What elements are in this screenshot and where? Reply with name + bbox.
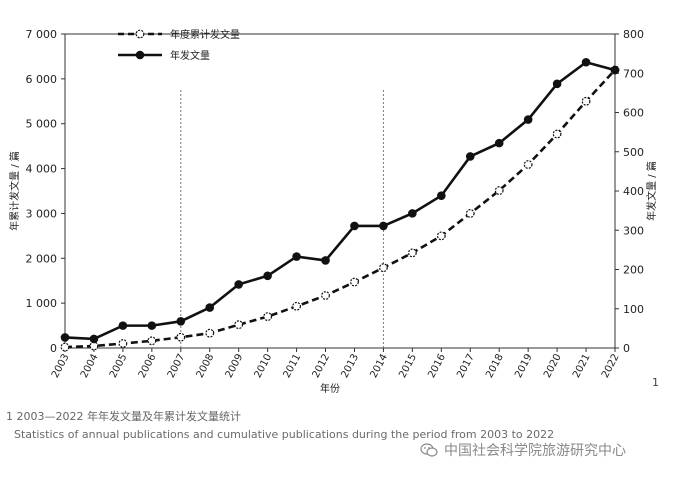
series-0-point (552, 129, 562, 139)
x-tick-label: 2004 (79, 352, 101, 380)
y-right-tick-label: 300 (623, 224, 644, 237)
y-left-tick-label: 7 000 (26, 28, 58, 41)
x-tick-label: 2022 (600, 352, 622, 380)
series-0-point (379, 263, 388, 273)
x-tick-label: 2014 (368, 352, 390, 380)
x-tick-label: 2008 (195, 352, 217, 380)
series-1-point (147, 321, 157, 330)
x-tick-label: 2009 (224, 352, 246, 380)
x-tick-label: 2017 (455, 352, 477, 380)
series-1-point (263, 271, 272, 281)
series-1-point (118, 321, 128, 330)
watermark-text: 中国社会科学院旅游研究中心 (444, 443, 626, 459)
series-0-point (176, 332, 186, 342)
chart: 0 1 000 2 000 3 000 4 000 5 000 6 000 7 000 0 100… (8, 28, 658, 395)
y-left-tick-label: 2 000 (26, 252, 58, 265)
series-line-0 (64, 69, 616, 349)
series-1-point (379, 221, 388, 231)
series-0-point (89, 341, 99, 351)
caption-chinese: 1 2003—2022 年年发文量及年累计发文量统计 (6, 410, 241, 423)
x-tick-label: 2013 (339, 352, 361, 380)
series-0-point (234, 320, 244, 330)
series-0-point (350, 277, 359, 287)
y-left-tick-label: 6 000 (26, 73, 58, 86)
chart-svg: 0 1 000 2 000 3 000 4 000 5 000 6 000 7 000 0 100… (8, 28, 658, 395)
x-tick-label: 2007 (166, 352, 188, 380)
x-tick-label: 2003 (50, 352, 72, 380)
series-0-point (118, 339, 128, 348)
series-0-point (465, 209, 475, 218)
reference-lines (180, 90, 384, 348)
y-right-tick-label: 0 (623, 342, 630, 355)
y-right-tick-label: 800 (623, 28, 644, 41)
series-0-point (205, 328, 215, 338)
series-1-point (552, 79, 562, 89)
series-0-point (436, 231, 446, 241)
series-0-point (263, 312, 273, 322)
y-left-tick-label: 3 000 (26, 207, 58, 220)
y-left-tick-label: 4 000 (26, 163, 58, 176)
legend-marker-1 (135, 50, 145, 60)
y-right-tick-label: 200 (623, 264, 644, 277)
x-axis-label: 年份 (320, 382, 340, 395)
axes: 0 1 000 2 000 3 000 4 000 5 000 6 000 7 000 0 100… (8, 28, 658, 395)
series-1-point (494, 138, 504, 148)
y-axis-right-label: 年发文量 / 篇 (645, 161, 658, 221)
x-tick-label: 2016 (426, 352, 448, 380)
series-1-point (321, 256, 330, 265)
series-0-point (523, 160, 533, 169)
y-right-tick-label: 700 (623, 67, 644, 80)
series-1-point (610, 65, 620, 75)
x-tick-label: 2006 (137, 352, 159, 380)
y-right-tick-label: 600 (623, 107, 644, 120)
page-mark: 1 (652, 376, 659, 389)
series-1-point (205, 303, 215, 312)
series-1-point (234, 280, 243, 289)
series-line-1 (64, 60, 616, 341)
wechat-icon (420, 443, 438, 457)
series-0-point (494, 186, 504, 195)
series-0-point (292, 301, 301, 311)
legend-label-1: 年发文量 (170, 49, 210, 62)
legend-marker-0 (135, 29, 145, 39)
series-1-point (60, 333, 70, 342)
series-0-point (60, 342, 70, 352)
series-1-point (437, 191, 446, 201)
series-0-point (407, 248, 417, 258)
x-tick-label: 2015 (397, 352, 419, 380)
series-1-point (408, 209, 417, 218)
y-left-tick-label: 5 000 (26, 118, 58, 131)
series-0-point (321, 291, 330, 300)
series-1-point (465, 152, 475, 161)
series-1-point (292, 252, 301, 261)
series-0-point (147, 336, 157, 346)
legend-label-0: 年度累计发文量 (170, 28, 240, 41)
series-layer (60, 57, 620, 352)
series-0-point (581, 96, 591, 106)
watermark: 中国社会科学院旅游研究中心 (420, 440, 626, 460)
series-1-point (89, 334, 99, 344)
series-1-point (581, 57, 591, 67)
x-tick-label: 2021 (571, 352, 593, 380)
series-1-point (523, 115, 533, 124)
x-tick-label: 2011 (282, 352, 304, 380)
x-tick-label: 2012 (311, 352, 333, 380)
y-right-tick-label: 500 (623, 146, 644, 159)
x-tick-label: 2005 (108, 352, 130, 380)
y-left-tick-label: 1 000 (26, 297, 58, 310)
y-left-tick-label: 0 (50, 342, 57, 355)
series-1-point (350, 221, 359, 231)
y-right-tick-label: 400 (623, 185, 644, 198)
y-axis-left-label: 年累计发文量 / 篇 (8, 151, 21, 231)
y-right-tick-label: 100 (623, 303, 644, 316)
caption-english: Statistics of annual publications and cu… (14, 428, 555, 441)
series-1-point (176, 317, 186, 326)
x-tick-label: 2019 (513, 352, 535, 380)
x-tick-label: 2010 (253, 352, 275, 380)
x-tick-label: 2020 (542, 352, 564, 380)
x-tick-label: 2018 (484, 352, 506, 380)
